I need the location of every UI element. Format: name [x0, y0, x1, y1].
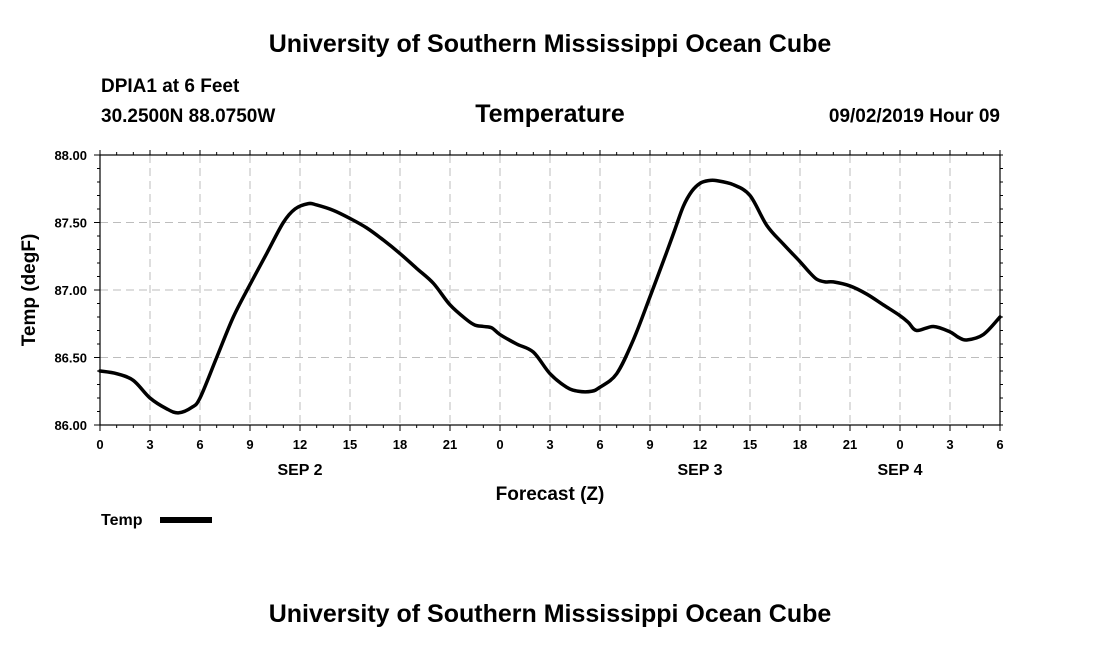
- y-tick-label: 87.50: [54, 216, 87, 231]
- x-tick-label: 15: [343, 437, 357, 452]
- y-tick-label: 86.00: [54, 418, 87, 433]
- date-label: SEP 2: [277, 462, 322, 479]
- x-tick-label: 0: [896, 437, 903, 452]
- footer-title: University of Southern Mississippi Ocean…: [268, 600, 832, 628]
- x-tick-label: 18: [393, 437, 407, 452]
- x-tick-label: 3: [946, 437, 953, 452]
- grid-lines: [100, 155, 1000, 425]
- temp-series-line: [98, 178, 1002, 415]
- x-tick-label: 6: [996, 437, 1003, 452]
- x-tick-label: 21: [443, 437, 457, 452]
- page-title: University of Southern Mississippi Ocean…: [268, 30, 832, 58]
- legend-label: Temp: [101, 512, 143, 529]
- x-tick-label: 9: [646, 437, 653, 452]
- x-axis-ticks: 0 3 6 9 12 15 18 21 0 3 6 9 12 15 18 21 0 3 6: [96, 150, 1004, 452]
- y-tick-label: 88.00: [54, 148, 87, 163]
- x-tick-label: 18: [793, 437, 807, 452]
- forecast-time: 09/02/2019 Hour 09: [828, 106, 1000, 127]
- station-name: DPIA1 at 6 Feet: [101, 76, 240, 97]
- x-tick-label: 12: [293, 437, 307, 452]
- date-labels: SEP 2 SEP 3 SEP 4: [277, 462, 922, 479]
- x-tick-label: 12: [693, 437, 707, 452]
- station-coordinates: 30.2500N 88.0750W: [101, 106, 276, 127]
- y-axis-label: Temp (degF): [19, 234, 40, 347]
- x-tick-label: 6: [196, 437, 203, 452]
- x-axis-label: Forecast (Z): [496, 484, 605, 505]
- x-tick-label: 21: [843, 437, 857, 452]
- date-label: SEP 4: [877, 462, 922, 479]
- x-tick-label: 6: [596, 437, 603, 452]
- x-tick-label: 3: [546, 437, 553, 452]
- x-tick-label: 0: [96, 437, 103, 452]
- x-tick-label: 9: [246, 437, 253, 452]
- y-tick-label: 87.00: [54, 283, 87, 298]
- x-tick-label: 15: [743, 437, 757, 452]
- x-tick-label: 0: [496, 437, 503, 452]
- date-label: SEP 3: [677, 462, 722, 479]
- x-tick-label: 3: [146, 437, 153, 452]
- variable-title: Temperature: [475, 100, 625, 128]
- y-tick-label: 86.50: [54, 351, 87, 366]
- y-axis-ticks: 86.00 86.50 87.00 87.50 88.00: [54, 148, 100, 433]
